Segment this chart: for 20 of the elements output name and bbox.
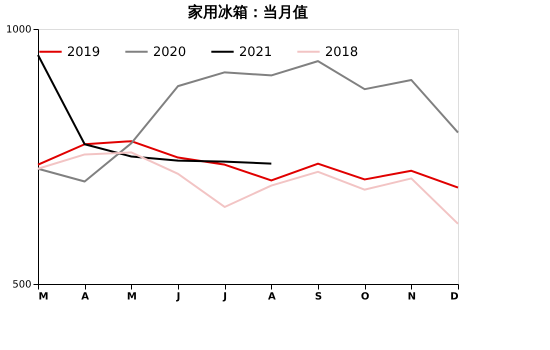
y-tick-label: 500 <box>12 280 32 290</box>
x-tick-label: S <box>314 292 322 302</box>
legend-label: 2018 <box>325 44 358 60</box>
x-tick-label: J <box>222 292 228 302</box>
x-tick-label: M <box>38 292 48 302</box>
x-tick-label: O <box>360 292 370 302</box>
chart-title: 家用冰箱：当月值 <box>187 3 308 21</box>
legend-label: 2021 <box>239 44 272 60</box>
line-series <box>37 140 459 189</box>
x-tick-label: A <box>268 292 276 302</box>
x-tick-label: A <box>81 292 90 302</box>
x-tick-label: D <box>450 292 458 302</box>
x-tick-label: J <box>176 292 180 302</box>
legend-label: 2020 <box>153 44 186 60</box>
x-tick-label: M <box>126 292 137 302</box>
x-tick-label: N <box>408 292 416 302</box>
line-series <box>37 151 459 225</box>
line-series <box>37 60 459 182</box>
y-tick-label: 1000 <box>6 24 32 36</box>
legend-label: 2019 <box>67 44 100 60</box>
